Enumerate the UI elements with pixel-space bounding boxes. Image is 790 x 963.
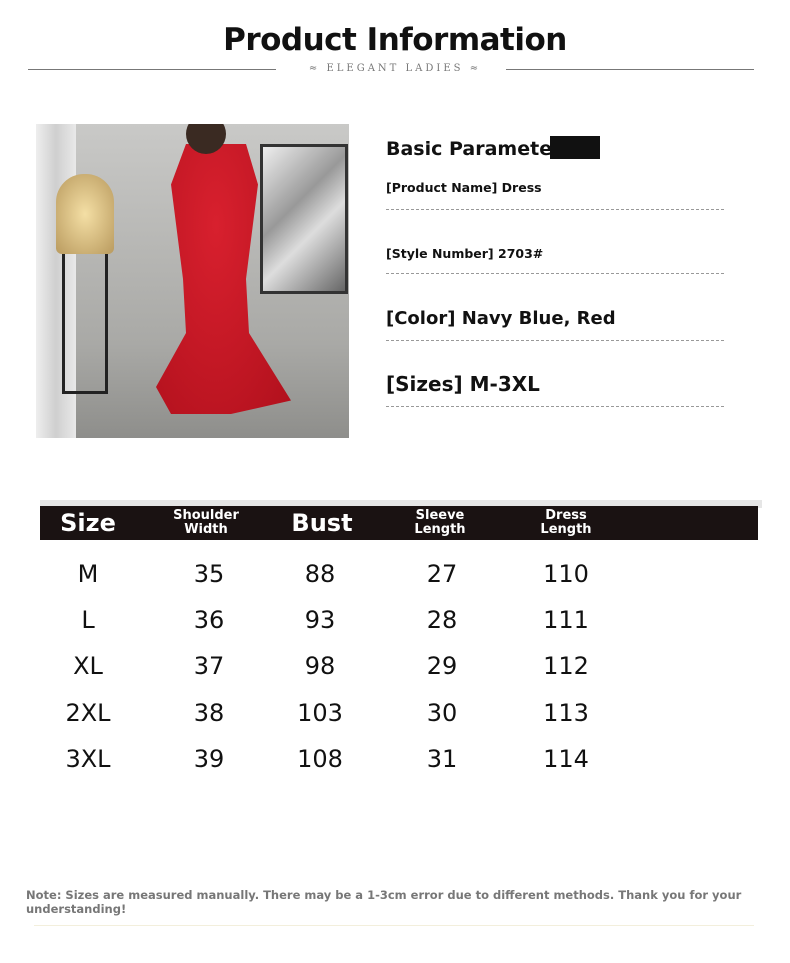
params-heading: Basic Parameters bbox=[386, 138, 573, 160]
dashed-divider bbox=[386, 406, 724, 407]
table-cell: 38 bbox=[193, 698, 225, 727]
table-cell: 103 bbox=[297, 698, 343, 727]
param-style-number: [Style Number] 2703# bbox=[386, 246, 544, 261]
divider bbox=[506, 69, 754, 70]
param-sizes: [Sizes] M-3XL bbox=[386, 372, 540, 396]
table-cell: 39 bbox=[193, 744, 225, 773]
lamp bbox=[56, 174, 114, 254]
param-product-name: [Product Name] Dress bbox=[386, 180, 542, 195]
divider bbox=[28, 69, 276, 70]
header-bust: Bust bbox=[291, 509, 353, 537]
page-title: Product Information bbox=[223, 22, 567, 58]
table-cell: 112 bbox=[543, 652, 589, 681]
table-cell: 27 bbox=[426, 560, 458, 588]
dashed-divider bbox=[386, 273, 724, 274]
header-sleeve: Sleeve Length bbox=[414, 508, 466, 537]
table-cell: 3XL bbox=[65, 744, 111, 773]
table-cell: 114 bbox=[543, 744, 589, 773]
subtitle-text: ELEGANT LADIES bbox=[326, 63, 464, 74]
table-cell: 30 bbox=[426, 698, 458, 727]
table-cell: 108 bbox=[297, 744, 343, 773]
lamp-stand bbox=[62, 254, 108, 394]
table-cell: L bbox=[81, 606, 95, 635]
table-cell: 31 bbox=[426, 744, 458, 773]
table-cell: M bbox=[77, 560, 99, 588]
header-size: Size bbox=[60, 509, 116, 537]
table-cell: 2XL bbox=[65, 698, 111, 727]
table-cell: 37 bbox=[193, 652, 225, 681]
header-shoulder: Shoulder Width bbox=[173, 508, 239, 537]
dashed-divider bbox=[386, 209, 724, 210]
size-note: Note: Sizes are measured manually. There… bbox=[26, 888, 742, 916]
table-cell: 36 bbox=[193, 606, 225, 635]
table-cell: 88 bbox=[304, 560, 336, 588]
table-cell: XL bbox=[73, 652, 103, 681]
size-table-header: Size Shoulder Width Bust Sleeve Length D… bbox=[40, 506, 758, 540]
table-cell: 98 bbox=[304, 652, 336, 681]
table-cell: 110 bbox=[543, 560, 589, 588]
curtain bbox=[36, 124, 76, 438]
wall-art bbox=[260, 144, 348, 294]
footer-line bbox=[34, 925, 754, 926]
param-color: [Color] Navy Blue, Red bbox=[386, 308, 616, 329]
table-cell: 111 bbox=[543, 606, 589, 635]
product-photo bbox=[36, 124, 349, 438]
table-header-shadow bbox=[40, 500, 762, 508]
header-dress-length: Dress Length bbox=[540, 508, 592, 537]
table-cell: 113 bbox=[543, 698, 589, 727]
table-cell: 28 bbox=[426, 606, 458, 635]
table-cell: 29 bbox=[426, 652, 458, 681]
table-cell: 35 bbox=[193, 560, 225, 588]
redaction-box bbox=[550, 136, 600, 159]
table-cell: 93 bbox=[304, 606, 336, 635]
subtitle: ≈ ELEGANT LADIES ≈ bbox=[308, 63, 482, 74]
dashed-divider bbox=[386, 340, 724, 341]
